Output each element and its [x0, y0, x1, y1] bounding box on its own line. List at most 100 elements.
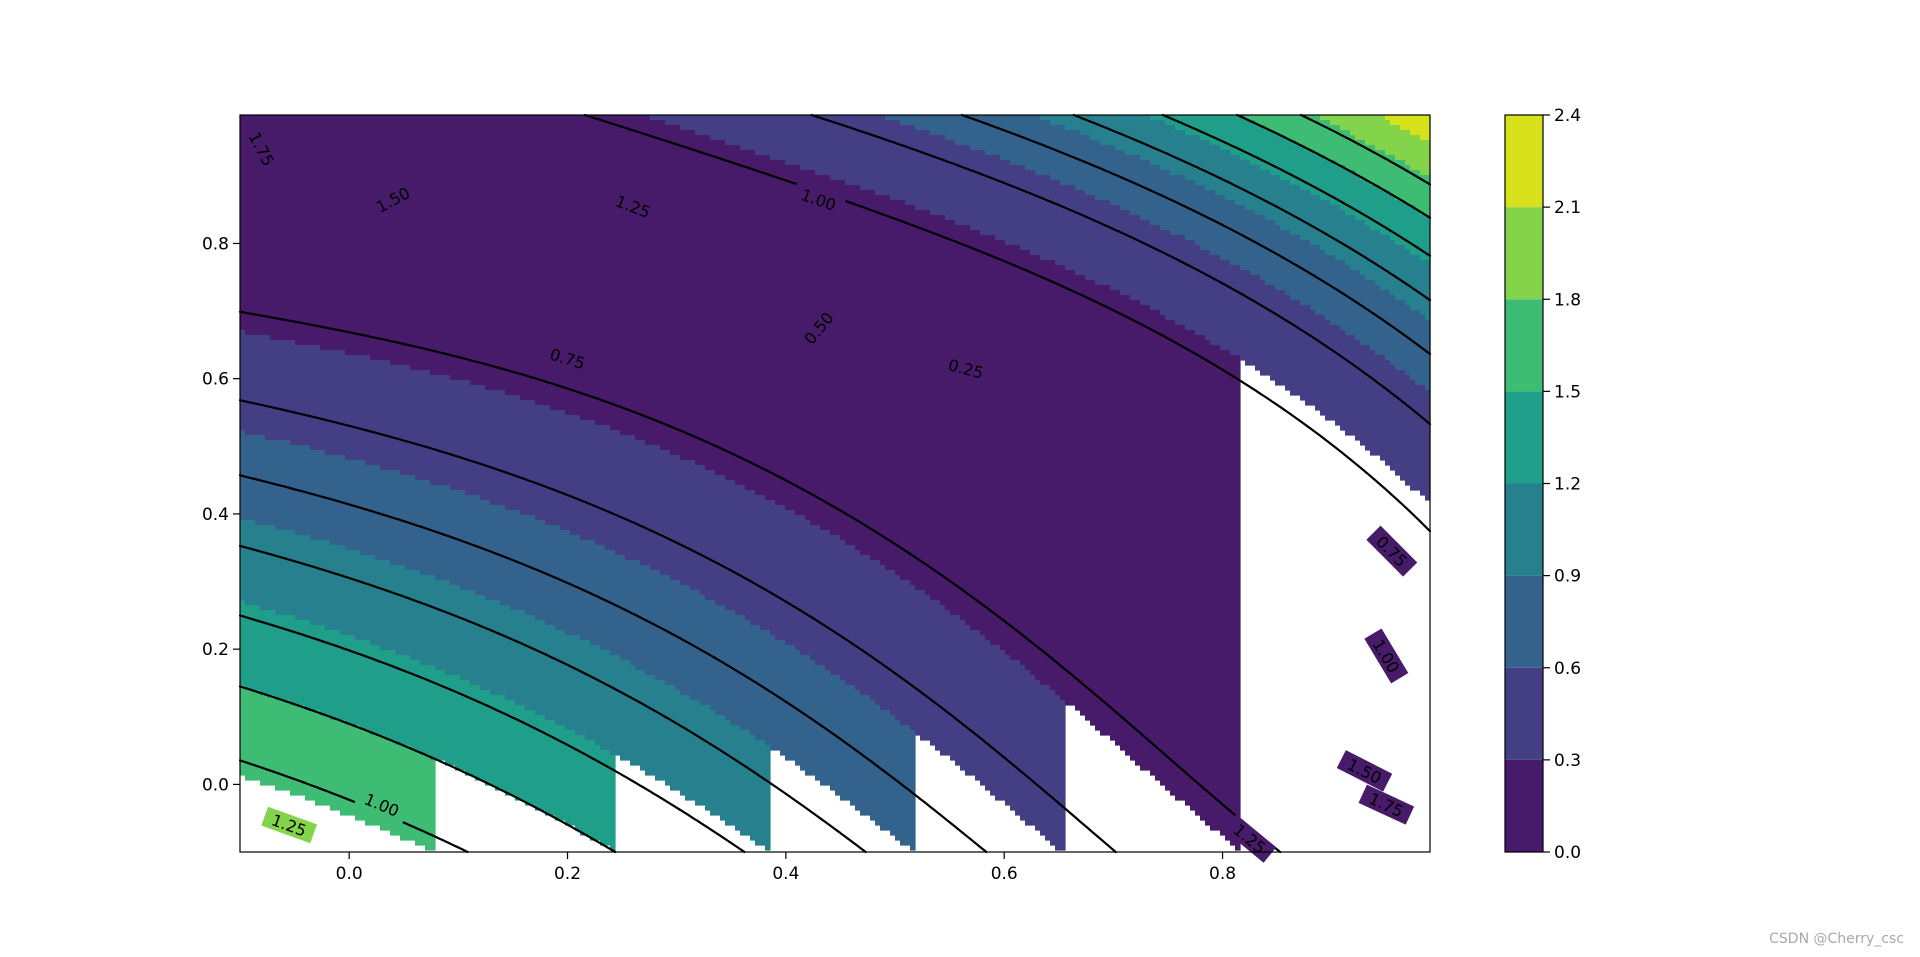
fill-cell: [1160, 170, 1166, 231]
fill-cell: [955, 145, 961, 226]
contour-line-1.5: [238, 113, 1432, 854]
fill-cell: [910, 205, 916, 586]
fill-cell: [1245, 210, 1251, 271]
fill-cell: [1055, 695, 1061, 851]
fill-cell: [1320, 155, 1326, 201]
fill-cell: [560, 115, 566, 411]
fill-cell: [975, 115, 981, 151]
fill-cell: [670, 580, 676, 686]
fill-cell: [275, 340, 281, 441]
fill-cell: [545, 405, 551, 526]
fill-cell: [740, 730, 746, 836]
fill-cell: [1185, 240, 1191, 331]
fill-cell: [420, 665, 426, 756]
fill-cell: [1210, 190, 1216, 256]
fill-cell: [1335, 260, 1341, 326]
fill-cell: [395, 470, 401, 566]
fill-cell: [825, 530, 831, 671]
fill-cell: [765, 500, 771, 631]
fill-cell: [455, 675, 461, 771]
fill-cell: [850, 545, 856, 686]
fill-cell: [700, 115, 706, 136]
fill-cell: [1415, 255, 1421, 311]
fill-cell: [875, 115, 881, 196]
plot-area: 1.751.50 1.25 1.000.750.500.250.751.001.50…: [238, 113, 1432, 863]
fill-cell: [845, 185, 851, 546]
fill-cell: [280, 700, 286, 791]
fill-cell: [560, 725, 566, 821]
fill-cell: [1095, 285, 1101, 731]
fill-cell: [285, 340, 291, 441]
fill-cell: [390, 740, 396, 836]
fill-cell: [885, 115, 891, 121]
fill-cell: [1335, 325, 1341, 426]
fill-cell: [290, 530, 296, 616]
fill-cell: [695, 135, 701, 466]
fill-cell: [735, 485, 741, 616]
fill-cell: [515, 705, 521, 801]
fill-cell: [1110, 290, 1116, 741]
fill-cell: [880, 565, 886, 711]
fill-cell: [885, 710, 891, 831]
fill-cell: [825, 115, 831, 176]
fill-cell: [1020, 115, 1026, 166]
fill-cell: [980, 115, 986, 151]
fill-cell: [1315, 195, 1321, 246]
fill-cell: [1240, 115, 1246, 161]
fill-cell: [245, 690, 251, 781]
fill-cell: [310, 540, 316, 626]
fill-cell: [345, 550, 351, 636]
fill-cell: [850, 115, 856, 186]
colorbar-segment: [1505, 391, 1543, 484]
fill-cell: [1395, 300, 1401, 371]
fill-cell: [435, 115, 441, 376]
fill-cell: [1205, 340, 1211, 826]
fill-cell: [1360, 140, 1366, 181]
fill-cell: [900, 125, 906, 201]
fill-cell: [545, 720, 551, 816]
fill-cell: [1270, 175, 1276, 221]
fill-cell: [610, 655, 616, 756]
fill-cell: [450, 115, 456, 381]
x-tick-label: 0.8: [1209, 864, 1236, 884]
fill-cell: [795, 650, 801, 766]
colorbar-segment: [1505, 483, 1543, 576]
fill-cell: [335, 630, 341, 721]
fill-cell: [1395, 200, 1401, 246]
fill-cell: [640, 670, 646, 771]
fill-cell: [1300, 240, 1306, 306]
fill-cell: [1370, 230, 1376, 281]
fill-cell: [1170, 175, 1176, 236]
fill-cell: [375, 560, 381, 646]
fill-cell: [350, 115, 356, 356]
fill-cell: [395, 565, 401, 656]
fill-cell: [1380, 290, 1386, 356]
fill-cell: [1385, 290, 1391, 361]
fill-cell: [1010, 115, 1016, 166]
fill-cell: [570, 730, 576, 826]
fill-cell: [555, 725, 561, 821]
fill-cell: [240, 115, 246, 331]
fill-cell: [1165, 125, 1171, 171]
fill-cell: [850, 185, 856, 546]
fill-cell: [1290, 300, 1296, 396]
fill-cell: [550, 720, 556, 816]
fill-cell: [670, 115, 676, 126]
fill-cell: [1380, 115, 1386, 151]
x-tick-label: 0.2: [554, 864, 581, 884]
fill-cell: [375, 115, 381, 361]
fill-cell: [685, 695, 691, 801]
fill-cell: [905, 205, 911, 581]
fill-cell: [280, 615, 286, 701]
colorbar-tick-label: 2.4: [1554, 106, 1581, 126]
fill-cell: [1335, 165, 1341, 206]
fill-cell: [1190, 135, 1196, 181]
colorbar-tick-label: 0.6: [1554, 659, 1581, 679]
fill-cell: [1055, 115, 1061, 126]
fill-cell: [1415, 310, 1421, 386]
fill-cell: [900, 580, 906, 726]
fill-cell: [315, 710, 321, 806]
fill-cell: [1390, 155, 1396, 196]
fill-cell: [760, 495, 766, 631]
